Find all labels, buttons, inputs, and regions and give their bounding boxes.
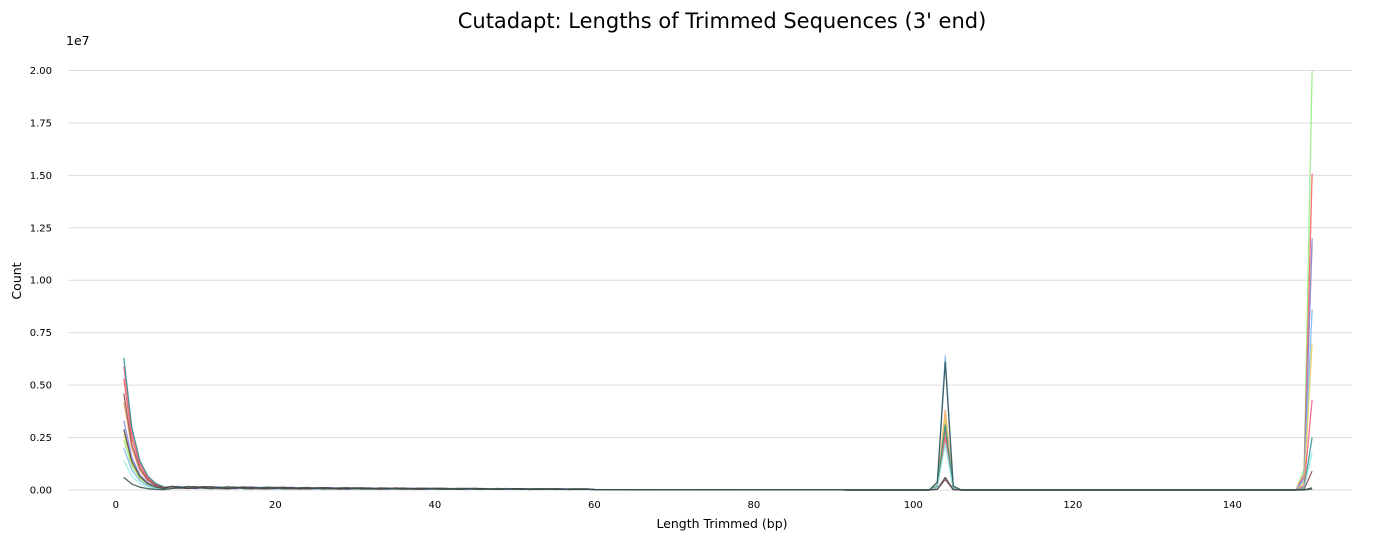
y-tick-labels: 0.00 0.25 0.50 0.75 1.00 1.25 1.50 1.75 2.00 <box>30 66 52 497</box>
chart-title: Cutadapt: Lengths of Trimmed Sequences (… <box>458 9 987 33</box>
y-scale-label: 1e7 <box>66 33 90 48</box>
series-line-6 <box>123 343 1313 491</box>
y-tick-label: 1.75 <box>30 118 52 129</box>
series-line-10 <box>123 393 1313 491</box>
series-line-11 <box>123 429 1313 491</box>
y-tick-label: 1.00 <box>30 276 52 287</box>
x-tick-label: 20 <box>269 500 282 511</box>
y-tick-label: 2.00 <box>30 66 52 77</box>
x-tick-label: 0 <box>113 500 119 511</box>
series-line-12 <box>123 361 1313 491</box>
series-line-8 <box>123 357 1313 491</box>
x-tick-label: 120 <box>1063 500 1082 511</box>
series-line-3 <box>123 242 1313 491</box>
x-tick-label: 60 <box>588 500 601 511</box>
x-tick-labels: 0 20 40 60 80 100 120 140 <box>113 500 1242 511</box>
series-lines <box>123 70 1313 491</box>
y-tick-label: 1.50 <box>30 171 52 182</box>
x-tick-label: 80 <box>747 500 760 511</box>
series-line-5 <box>123 309 1313 491</box>
y-tick-label: 0.50 <box>30 381 52 392</box>
y-tick-label: 0.00 <box>30 486 52 497</box>
series-line-4 <box>123 238 1313 491</box>
series-line-2 <box>123 173 1313 491</box>
y-tick-label: 0.25 <box>30 433 52 444</box>
x-tick-label: 140 <box>1223 500 1242 511</box>
y-axis-label: Count <box>9 262 24 299</box>
series-line-9 <box>123 443 1313 491</box>
y-tick-label: 0.75 <box>30 328 52 339</box>
x-tick-label: 40 <box>428 500 441 511</box>
y-tick-label: 1.25 <box>30 223 52 234</box>
x-tick-label: 100 <box>904 500 923 511</box>
x-axis-label: Length Trimmed (bp) <box>656 516 787 531</box>
grid-lines <box>68 69 1352 491</box>
